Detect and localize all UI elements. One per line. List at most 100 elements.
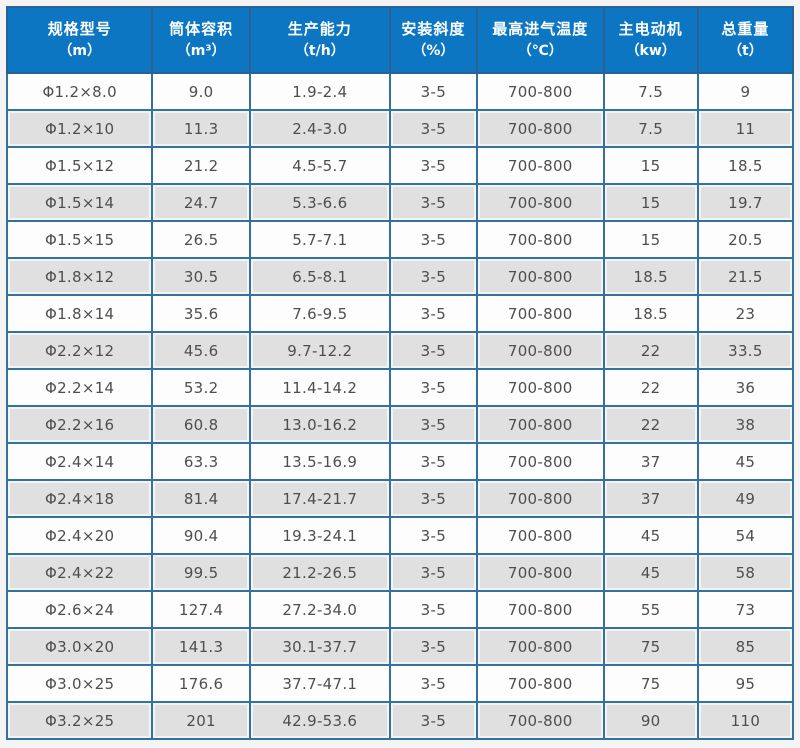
table-cell: Φ2.2×14 bbox=[5, 368, 154, 407]
table-row: Φ3.0×25 176.6 37.7-47.1 3-5 700-800 75 95 bbox=[5, 664, 795, 703]
table-cell: Φ2.2×12 bbox=[5, 331, 154, 370]
table-cell: Φ2.4×20 bbox=[5, 516, 154, 555]
table-cell: 45.6 bbox=[151, 331, 251, 370]
table-cell: 700-800 bbox=[476, 553, 605, 592]
table-cell: 21.2-26.5 bbox=[248, 553, 391, 592]
table-cell: Φ3.0×25 bbox=[5, 664, 154, 703]
column-header-unit: （m³） bbox=[176, 42, 226, 59]
table-cell: 21.5 bbox=[696, 257, 795, 296]
table-cell: 4.5-5.7 bbox=[248, 146, 391, 185]
table-row: Φ3.0×20 141.3 30.1-37.7 3-5 700-800 75 85 bbox=[5, 627, 795, 666]
table-cell: Φ2.4×14 bbox=[5, 442, 154, 481]
table-cell: 700-800 bbox=[476, 294, 605, 333]
table-cell: 1.9-2.4 bbox=[248, 72, 391, 111]
column-header: 规格型号 （m） bbox=[5, 6, 154, 74]
column-header: 生产能力 （t/h） bbox=[248, 6, 391, 74]
table-cell: 110 bbox=[696, 701, 795, 740]
table-row: Φ2.4×18 81.4 17.4-21.7 3-5 700-800 37 49 bbox=[5, 479, 795, 518]
table-cell: 23 bbox=[696, 294, 795, 333]
header-row: 规格型号 （m） 筒体容积 （m³） 生产能力 （t/h） 安装斜度 （%） 最高进气温度 （℃）… bbox=[5, 6, 795, 74]
table-cell: Φ2.4×22 bbox=[5, 553, 154, 592]
table-cell: 26.5 bbox=[151, 220, 251, 259]
table-cell: 30.1-37.7 bbox=[248, 627, 391, 666]
table-cell: 13.5-16.9 bbox=[248, 442, 391, 481]
table-cell: 700-800 bbox=[476, 183, 605, 222]
table-cell: 45 bbox=[696, 442, 795, 481]
table-cell: 37 bbox=[602, 442, 699, 481]
table-cell: 21.2 bbox=[151, 146, 251, 185]
table-cell: 3-5 bbox=[388, 701, 479, 740]
table-cell: 90 bbox=[602, 701, 699, 740]
table-cell: Φ1.8×14 bbox=[5, 294, 154, 333]
table-cell: 75 bbox=[602, 664, 699, 703]
table-cell: Φ3.0×20 bbox=[5, 627, 154, 666]
table-cell: Φ1.8×12 bbox=[5, 257, 154, 296]
column-header: 安装斜度 （%） bbox=[388, 6, 479, 74]
table-cell: 3-5 bbox=[388, 257, 479, 296]
table-cell: 63.3 bbox=[151, 442, 251, 481]
table-cell: 42.9-53.6 bbox=[248, 701, 391, 740]
table-cell: 3-5 bbox=[388, 442, 479, 481]
table-cell: 11.4-14.2 bbox=[248, 368, 391, 407]
column-header-label: 安装斜度 bbox=[401, 19, 466, 38]
table-cell: 700-800 bbox=[476, 405, 605, 444]
table-cell: 11.3 bbox=[151, 109, 251, 148]
table-cell: 3-5 bbox=[388, 405, 479, 444]
table-body: Φ1.2×8.0 9.0 1.9-2.4 3-5 700-800 7.5 9 Φ1.2×10 1… bbox=[5, 72, 795, 740]
table-row: Φ3.2×25 201 42.9-53.6 3-5 700-800 90 110 bbox=[5, 701, 795, 740]
table-row: Φ2.2×12 45.6 9.7-12.2 3-5 700-800 22 33.5 bbox=[5, 331, 795, 370]
table-cell: 99.5 bbox=[151, 553, 251, 592]
table-cell: 49 bbox=[696, 479, 795, 518]
column-header: 主电动机 （kw） bbox=[602, 6, 699, 74]
table-cell: 3-5 bbox=[388, 220, 479, 259]
table-cell: Φ1.2×8.0 bbox=[5, 72, 154, 111]
table-cell: 20.5 bbox=[696, 220, 795, 259]
table-cell: 3-5 bbox=[388, 183, 479, 222]
table-cell: 3-5 bbox=[388, 553, 479, 592]
table-cell: 37 bbox=[602, 479, 699, 518]
column-header-unit: （m） bbox=[58, 42, 101, 59]
table-cell: 3-5 bbox=[388, 109, 479, 148]
table-cell: 58 bbox=[696, 553, 795, 592]
table-cell: 22 bbox=[602, 331, 699, 370]
table-cell: 18.5 bbox=[602, 257, 699, 296]
table-cell: 15 bbox=[602, 183, 699, 222]
table-cell: 700-800 bbox=[476, 701, 605, 740]
table-cell: 35.6 bbox=[151, 294, 251, 333]
table-cell: Φ1.5×15 bbox=[5, 220, 154, 259]
table-cell: 700-800 bbox=[476, 331, 605, 370]
table-row: Φ1.5×12 21.2 4.5-5.7 3-5 700-800 15 18.5 bbox=[5, 146, 795, 185]
table-cell: 3-5 bbox=[388, 72, 479, 111]
table-header: 规格型号 （m） 筒体容积 （m³） 生产能力 （t/h） 安装斜度 （%） 最高进气温度 （℃）… bbox=[5, 6, 795, 74]
table-cell: 3-5 bbox=[388, 146, 479, 185]
table-cell: 700-800 bbox=[476, 72, 605, 111]
table-row: Φ2.2×16 60.8 13.0-16.2 3-5 700-800 22 38 bbox=[5, 405, 795, 444]
table-cell: 2.4-3.0 bbox=[248, 109, 391, 148]
table-row: Φ1.2×8.0 9.0 1.9-2.4 3-5 700-800 7.5 9 bbox=[5, 72, 795, 111]
table-cell: Φ2.4×18 bbox=[5, 479, 154, 518]
table-cell: 45 bbox=[602, 553, 699, 592]
table-cell: 53.2 bbox=[151, 368, 251, 407]
column-header-label: 最高进气温度 bbox=[492, 19, 589, 38]
table-cell: 700-800 bbox=[476, 590, 605, 629]
table-cell: 22 bbox=[602, 405, 699, 444]
table-row: Φ1.5×15 26.5 5.7-7.1 3-5 700-800 15 20.5 bbox=[5, 220, 795, 259]
table-cell: 19.3-24.1 bbox=[248, 516, 391, 555]
table-cell: 19.7 bbox=[696, 183, 795, 222]
table-cell: 3-5 bbox=[388, 516, 479, 555]
table-cell: 5.7-7.1 bbox=[248, 220, 391, 259]
column-header-label: 规格型号 bbox=[47, 19, 112, 38]
table-cell: 45 bbox=[602, 516, 699, 555]
table-cell: 201 bbox=[151, 701, 251, 740]
table-row: Φ2.4×22 99.5 21.2-26.5 3-5 700-800 45 58 bbox=[5, 553, 795, 592]
column-header-unit: （℃） bbox=[517, 42, 563, 59]
table-cell: 700-800 bbox=[476, 479, 605, 518]
table-cell: Φ2.2×16 bbox=[5, 405, 154, 444]
column-header-unit: （kw） bbox=[625, 42, 676, 59]
table-cell: 15 bbox=[602, 220, 699, 259]
table-cell: 7.6-9.5 bbox=[248, 294, 391, 333]
table-cell: 17.4-21.7 bbox=[248, 479, 391, 518]
table-cell: 700-800 bbox=[476, 516, 605, 555]
table-cell: 3-5 bbox=[388, 627, 479, 666]
